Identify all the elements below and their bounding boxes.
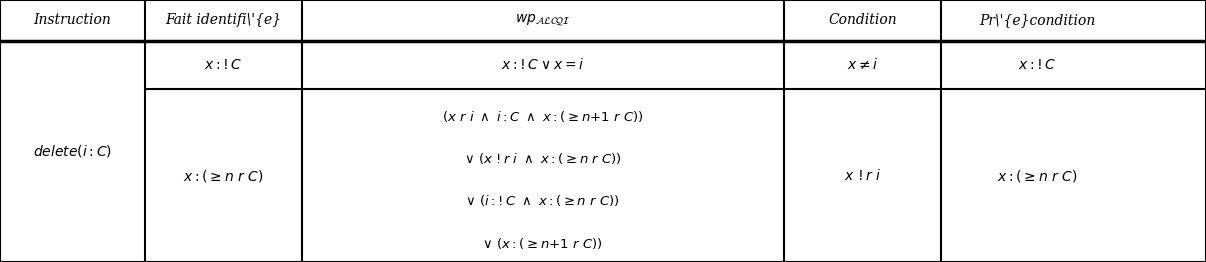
- Text: $x : !C \vee x = i$: $x : !C \vee x = i$: [502, 57, 584, 72]
- Text: $delete(i : C)$: $delete(i : C)$: [33, 143, 112, 159]
- Text: $(x\ r\ i\ \wedge\ i : C\ \wedge\ x : (\geq n{+}1\ r\ C))$: $(x\ r\ i\ \wedge\ i : C\ \wedge\ x : (\…: [441, 109, 644, 124]
- Text: Condition: Condition: [829, 13, 896, 27]
- Text: $x : (\geq n\ r\ C)$: $x : (\geq n\ r\ C)$: [997, 167, 1077, 184]
- Text: $\vee\ (i : !C\ \wedge\ x : (\geq n\ r\ C))$: $\vee\ (i : !C\ \wedge\ x : (\geq n\ r\ …: [466, 193, 620, 208]
- Text: $wp_{\mathcal{ALCQI}}$: $wp_{\mathcal{ALCQI}}$: [515, 12, 570, 28]
- Text: $x : (\geq n\ r\ C)$: $x : (\geq n\ r\ C)$: [183, 167, 263, 184]
- Text: Fait identifi\'{e}: Fait identifi\'{e}: [165, 13, 281, 27]
- Text: Pr\'{e}condition: Pr\'{e}condition: [979, 13, 1095, 27]
- Text: $x : !C$: $x : !C$: [204, 58, 242, 72]
- Text: $x\ !r\ i$: $x\ !r\ i$: [844, 168, 880, 183]
- Text: $\vee\ (x\ !r\ i\ \wedge\ x : (\geq n\ r\ C))$: $\vee\ (x\ !r\ i\ \wedge\ x : (\geq n\ r…: [464, 151, 621, 166]
- Text: $x \neq i$: $x \neq i$: [847, 58, 878, 72]
- Text: $\vee\ (x : (\geq n{+}1\ r\ C))$: $\vee\ (x : (\geq n{+}1\ r\ C))$: [482, 236, 603, 250]
- Text: Instruction: Instruction: [34, 13, 111, 27]
- Text: $x : !C$: $x : !C$: [1018, 58, 1056, 72]
